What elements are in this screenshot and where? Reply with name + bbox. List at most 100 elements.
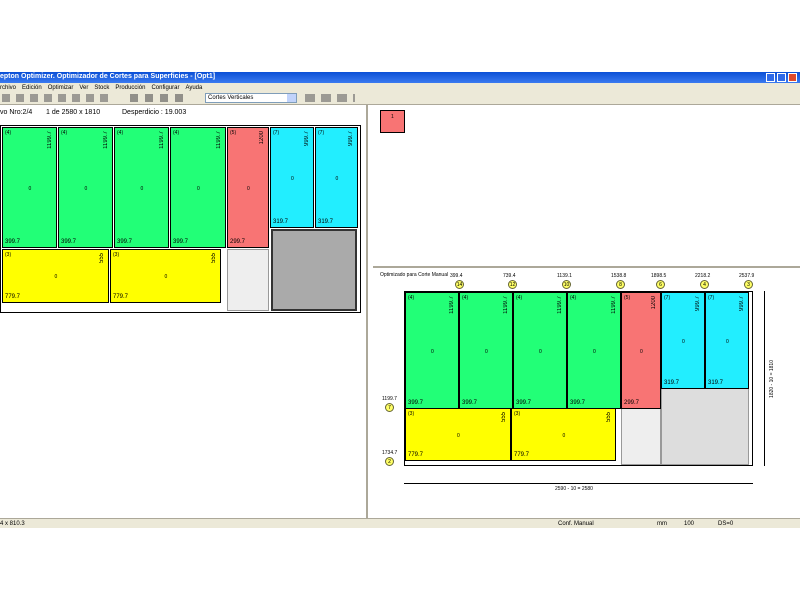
piece-center: 0 [197, 185, 200, 192]
top-mark: 739.4 [503, 273, 516, 279]
cut-number: 7 [385, 403, 394, 412]
piece-id: 1 [391, 114, 394, 120]
diagram-caption: Optimizado para Corte Manual [380, 272, 449, 278]
piece[interactable]: (7) 999.7 319.7 0 [315, 127, 358, 228]
piece-id: (7) [708, 295, 715, 301]
menu-item[interactable]: Edición [22, 85, 42, 91]
piece-center: 0 [562, 432, 566, 439]
menu-item[interactable]: Optimizar [47, 85, 74, 91]
top-mark: 1538.8 [611, 273, 627, 279]
piece-height: 999.7 [739, 296, 745, 312]
piece-width: 779.7 [113, 294, 129, 300]
piece-center: 0 [485, 348, 488, 355]
piece-id: (4) [570, 295, 577, 301]
cut-number: 10 [562, 280, 571, 289]
status-bar: 4 x 810.3 Conf. Manual mm 100 DS=0 [0, 518, 800, 528]
left-mark: 1199.7 [382, 396, 397, 402]
piece-width: 399.7 [570, 400, 586, 406]
piece-height: 555 [501, 412, 507, 423]
piece-id: (3) [514, 411, 521, 417]
piece-id: (7) [273, 130, 280, 136]
piece[interactable]: (4) 1199.7 399.7 0 [170, 127, 226, 248]
status-config: Conf. Manual [558, 521, 594, 527]
piece[interactable]: (5) 1200 299.7 0 [227, 127, 269, 248]
piece[interactable]: (7) 999.7 319.7 0 [270, 127, 314, 228]
piece-width: 319.7 [318, 219, 334, 225]
cut-mode-select[interactable]: Cortes Verticales [205, 93, 297, 103]
select-arrow[interactable] [287, 94, 296, 102]
piece-id: (4) [117, 130, 124, 136]
piece-height: 1199.7 [103, 131, 109, 149]
menu-item[interactable]: Stock [94, 85, 110, 91]
piece-center: 0 [457, 432, 460, 439]
menu-item[interactable]: Ayuda [185, 85, 203, 91]
status-size: 4 x 810.3 [0, 521, 25, 527]
piece[interactable]: (3) 555 779.7 0 [2, 249, 109, 303]
piece-height: 1199.7 [611, 296, 617, 314]
piece-id: (3) [408, 411, 415, 417]
piece[interactable]: (3) 555 779.7 0 [511, 408, 616, 461]
piece-center: 0 [640, 348, 643, 355]
cut-number: 4 [700, 280, 709, 289]
window-title: epton Optimizer. Optimizador de Cortes p… [0, 73, 216, 80]
piece-height: 1199.7 [503, 296, 509, 314]
menu-item[interactable]: Producción [115, 85, 146, 91]
piece[interactable]: (4) 1199.7 399.7 0 [513, 292, 567, 409]
piece[interactable]: (4) 1199.7 399.7 0 [114, 127, 169, 248]
maximize-button[interactable] [777, 73, 786, 82]
piece-height: 999.7 [348, 131, 354, 147]
piece-id: (7) [664, 295, 671, 301]
piece[interactable]: (4) 1199.7 399.7 0 [2, 127, 57, 248]
status-unit: mm [657, 521, 667, 527]
piece-height: 999.7 [695, 296, 701, 312]
waste-area [227, 249, 269, 311]
piece[interactable]: (5) 1200 299.7 0 [621, 292, 661, 409]
piece-width: 399.7 [408, 400, 424, 406]
piece-height: 999.7 [304, 131, 310, 147]
menu-bar: rchivo Edición Optimizar Ver Stock Producción… [0, 83, 800, 92]
piece-height: 1199.7 [47, 131, 53, 149]
width-dimension-line [404, 483, 753, 484]
remnant [271, 229, 357, 311]
piece-width: 319.7 [273, 219, 289, 225]
waste-area [621, 408, 661, 465]
piece[interactable]: (4) 1199.7 399.7 0 [459, 292, 513, 409]
piece-width: 399.7 [173, 239, 189, 245]
piece-id: (4) [173, 130, 180, 136]
height-dimension-line [764, 291, 765, 466]
minimize-button[interactable] [766, 73, 775, 82]
height-label: 1820 - 10 = 1810 [769, 360, 775, 398]
piece[interactable]: (7) 999.7 319.7 0 [705, 292, 749, 389]
piece[interactable]: (4) 1199.7 399.7 0 [58, 127, 113, 248]
piece-width: 299.7 [624, 400, 640, 406]
piece-id: (5) [230, 130, 237, 136]
top-mark: 2537.9 [739, 273, 755, 279]
menu-item[interactable]: rchivo [0, 85, 17, 91]
piece-width: 299.7 [230, 239, 246, 245]
close-button[interactable] [788, 73, 797, 82]
cut-number: 3 [744, 280, 753, 289]
piece[interactable]: (4) 1199.7 399.7 0 [567, 292, 621, 409]
piece-height: 1200 [259, 131, 265, 145]
piece-width: 399.7 [516, 400, 532, 406]
piece-center: 0 [164, 274, 168, 280]
piece[interactable]: (3) 555 779.7 0 [405, 408, 511, 461]
piece[interactable]: (7) 999.7 319.7 0 [661, 292, 705, 389]
menu-item[interactable]: Ver [79, 85, 89, 91]
piece-id: (3) [113, 252, 120, 258]
board-number: vo Nro:2/4 [0, 109, 33, 116]
piece[interactable]: (3) 555 779.7 0 [110, 249, 221, 303]
diagram-board [404, 291, 753, 466]
cut-number: 6 [656, 280, 665, 289]
preview-piece[interactable]: 1 [380, 110, 405, 133]
top-mark: 1898.5 [651, 273, 667, 279]
title-bar: epton Optimizer. Optimizador de Cortes p… [0, 72, 800, 83]
menu-item[interactable]: Configurar [151, 85, 180, 91]
piece[interactable]: (4) 1199.7 399.7 0 [405, 292, 459, 409]
piece-center: 0 [54, 274, 58, 280]
piece-center: 0 [140, 185, 144, 192]
piece-width: 319.7 [664, 380, 680, 386]
piece-width: 399.7 [61, 239, 77, 245]
piece-id: (3) [5, 252, 12, 258]
piece-id: (4) [408, 295, 415, 301]
